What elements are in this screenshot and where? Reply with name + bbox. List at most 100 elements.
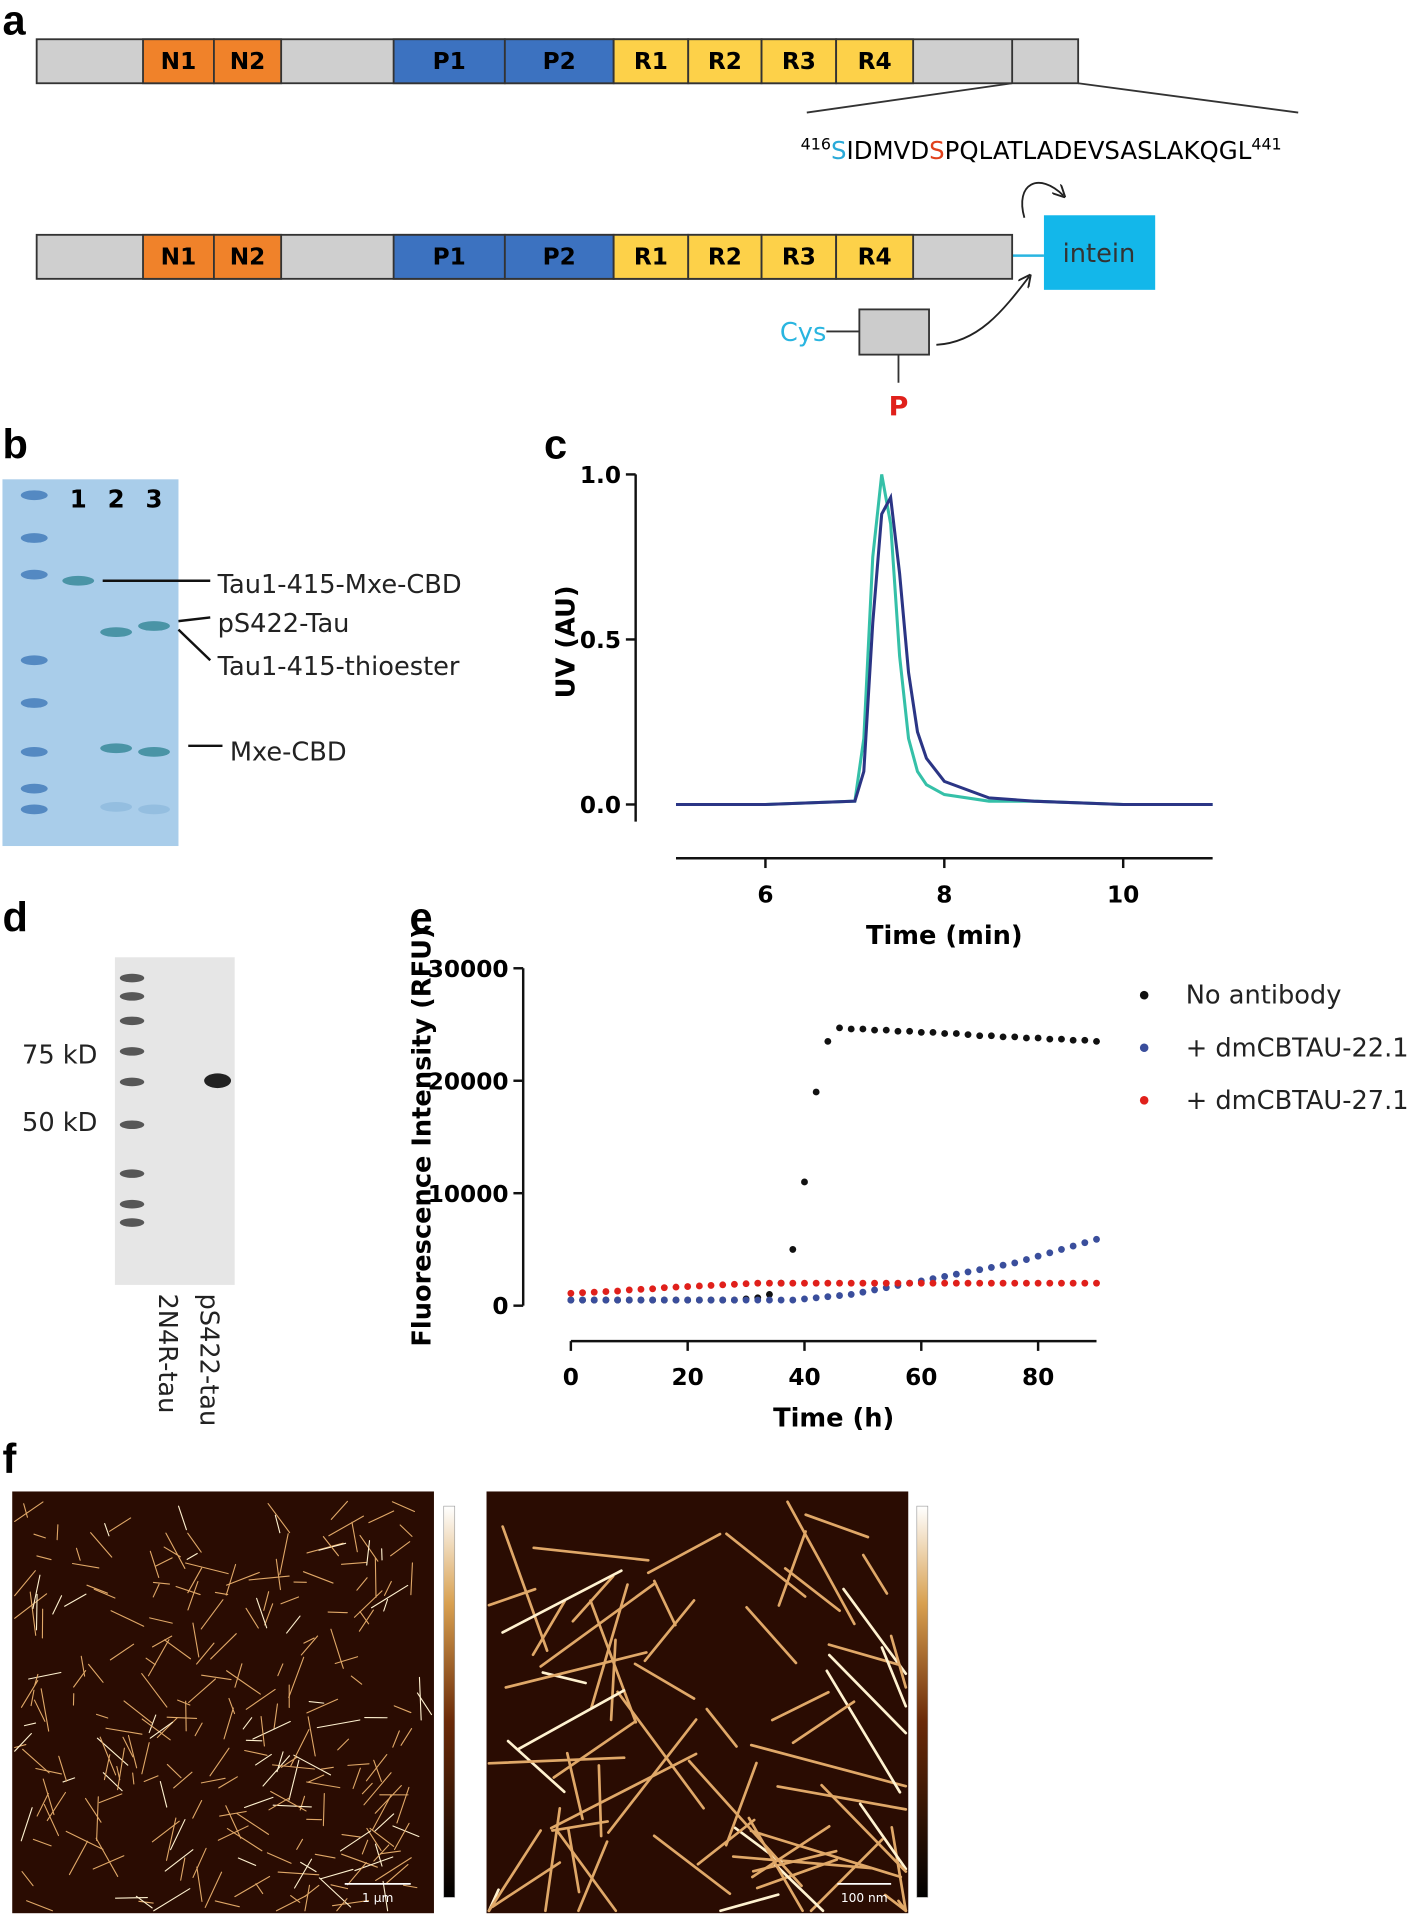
data-point — [730, 1280, 738, 1288]
scale-label: 100 nm — [841, 1891, 888, 1905]
fibril — [151, 1820, 180, 1843]
data-point — [1034, 1279, 1042, 1287]
ladder-band — [119, 1016, 145, 1026]
fibril — [386, 1863, 409, 1884]
domain-label: N1 — [161, 48, 197, 75]
fibril — [147, 1639, 170, 1677]
x-axis-label: Time (h) — [773, 1404, 894, 1434]
fibril — [279, 1533, 289, 1575]
fibril — [336, 1898, 348, 1912]
fibril — [318, 1877, 352, 1908]
fibril — [214, 1591, 229, 1596]
fibril — [341, 1834, 362, 1838]
fibril — [149, 1721, 174, 1739]
domain-label: R4 — [858, 48, 892, 75]
fibril — [368, 1510, 395, 1524]
lane-label: 2 — [108, 484, 125, 513]
data-point — [567, 1289, 575, 1297]
fibril — [361, 1839, 369, 1855]
fibril — [40, 1688, 50, 1732]
fibril — [196, 1642, 215, 1665]
data-point — [859, 1025, 867, 1033]
fibril — [391, 1501, 416, 1513]
leader-line — [177, 628, 212, 662]
fibril — [372, 1795, 392, 1831]
fibril — [90, 1532, 113, 1558]
y-tick-label: 30000 — [428, 956, 509, 983]
data-point — [952, 1270, 960, 1278]
fibril — [26, 1900, 53, 1912]
fibril — [234, 1875, 271, 1898]
fibril — [272, 1804, 312, 1808]
fibril — [366, 1540, 371, 1566]
domain-label: R1 — [634, 244, 668, 271]
data-point — [649, 1296, 657, 1304]
fibril — [320, 1766, 334, 1770]
fibril — [350, 1675, 363, 1685]
residue-number: 416 — [801, 134, 831, 153]
data-point — [719, 1281, 727, 1289]
fibril — [180, 1857, 186, 1881]
fibril — [117, 1747, 125, 1791]
fibril — [400, 1728, 413, 1746]
fibril — [114, 1897, 148, 1899]
x-tick-label: 20 — [672, 1364, 704, 1391]
fibril — [84, 1797, 102, 1823]
fibril — [96, 1796, 99, 1841]
fibril — [23, 1503, 28, 1518]
ladder-band — [20, 655, 48, 666]
gel-band — [138, 621, 170, 631]
data-point — [684, 1296, 692, 1304]
fibril — [370, 1584, 409, 1609]
fibril — [88, 1663, 104, 1683]
phospho-site: S — [929, 136, 945, 165]
data-point — [999, 1033, 1007, 1041]
fibril — [277, 1663, 284, 1677]
fibril — [187, 1567, 203, 1594]
data-point — [906, 1279, 914, 1287]
fibril — [236, 1813, 270, 1835]
fibril — [652, 1834, 732, 1896]
data-point — [590, 1288, 598, 1296]
data-point — [1069, 1036, 1077, 1044]
fibril — [314, 1853, 336, 1859]
fibril — [75, 1547, 81, 1561]
fibril — [95, 1837, 119, 1877]
data-point — [882, 1279, 890, 1287]
fibril — [724, 1761, 758, 1847]
fibril — [577, 1840, 609, 1913]
gel-band — [100, 802, 133, 812]
data-point — [649, 1285, 657, 1293]
domain — [142, 38, 215, 85]
data-point — [602, 1296, 610, 1304]
fibril — [334, 1656, 359, 1665]
fibril — [880, 1646, 908, 1708]
data-point — [719, 1296, 727, 1304]
fibril — [392, 1730, 400, 1748]
domain — [213, 233, 283, 280]
fibril — [330, 1500, 349, 1520]
fibril — [166, 1763, 182, 1779]
panel-f: f 1 µm 100 nm — [2, 1435, 929, 1914]
fibril — [14, 1501, 44, 1523]
data-point — [742, 1280, 750, 1288]
fibril — [306, 1542, 344, 1554]
data-point — [1069, 1279, 1077, 1287]
data-point — [684, 1283, 692, 1290]
fibril — [280, 1596, 300, 1605]
domain — [213, 38, 283, 85]
data-point — [754, 1296, 762, 1304]
data-point — [1022, 1256, 1030, 1263]
fibril — [331, 1899, 369, 1907]
fibril — [255, 1883, 264, 1895]
fibril — [747, 1816, 804, 1913]
fibril — [361, 1782, 373, 1795]
fibril — [46, 1791, 67, 1822]
fibril — [356, 1577, 368, 1591]
fibril — [166, 1716, 198, 1720]
fibril — [175, 1585, 201, 1596]
afm-image — [12, 1491, 434, 1914]
data-point — [1011, 1033, 1019, 1041]
fibril — [127, 1734, 138, 1769]
data-point — [999, 1279, 1007, 1287]
